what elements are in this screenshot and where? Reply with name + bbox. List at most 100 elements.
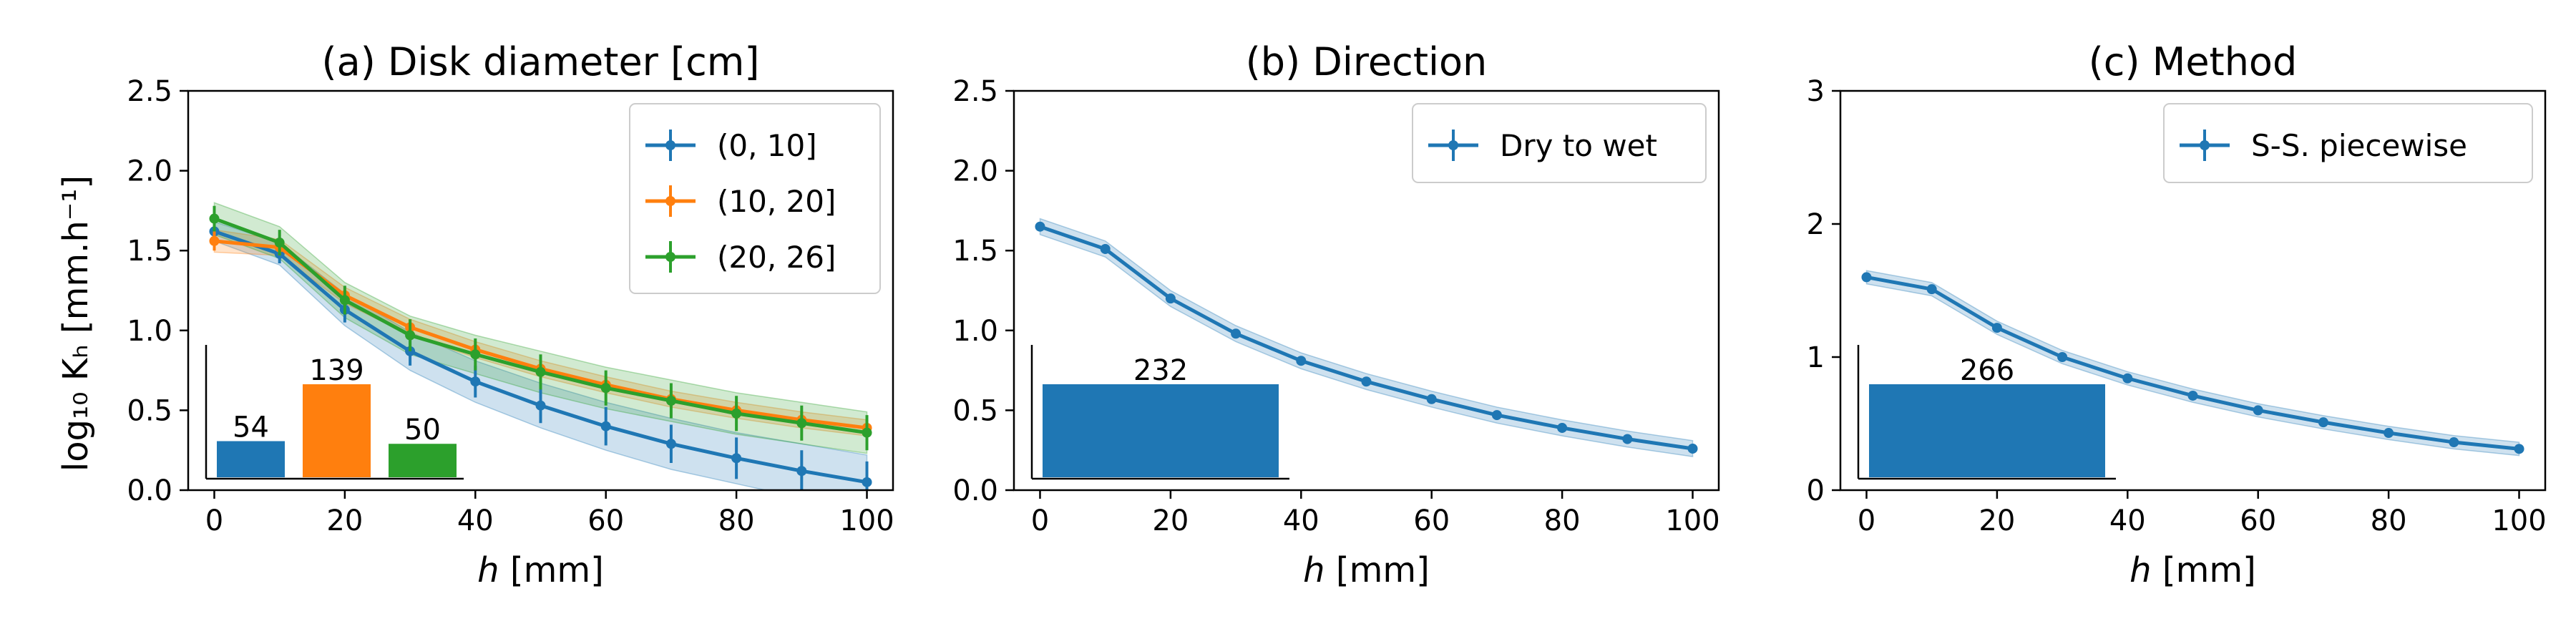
legend-label: (20, 26] (717, 240, 836, 275)
chart-title: (b) Direction (1246, 39, 1488, 84)
data-point (405, 330, 416, 341)
legend-box (1412, 103, 1707, 183)
plot-area (1861, 270, 2524, 457)
y-tick-label: 1 (1807, 341, 1825, 374)
x-axis-label: h [mm] (2129, 550, 2256, 590)
x-tick-label: 40 (1283, 504, 1319, 537)
x-tick-label: 80 (2371, 504, 2407, 537)
data-point (1687, 443, 1698, 454)
y-tick-label: 0 (1807, 474, 1825, 507)
data-point (2449, 437, 2459, 448)
legend: Dry to wet (1412, 103, 1707, 183)
y-tick-label: 2.5 (127, 75, 172, 108)
y-tick-label: 2.5 (952, 75, 998, 108)
legend-label: Dry to wet (1500, 128, 1657, 163)
data-point (665, 439, 676, 449)
legend-marker (665, 252, 675, 262)
inset-bar-label: 54 (233, 411, 269, 444)
plot-area (209, 202, 872, 490)
chart-title: (c) Method (2089, 39, 2298, 84)
legend-marker (2200, 140, 2210, 150)
data-point (731, 408, 742, 419)
x-axis-label: h [mm] (1303, 550, 1430, 590)
data-point (862, 427, 872, 438)
data-point (339, 295, 350, 306)
x-tick-label: 100 (839, 504, 894, 537)
legend-label: (10, 20] (717, 184, 836, 219)
data-point (1557, 422, 1568, 433)
data-point (209, 235, 220, 246)
confidence-band (1039, 218, 1694, 457)
x-tick-label: 80 (718, 504, 755, 537)
inset-bar-chart: 266 (1857, 345, 2116, 480)
data-point (470, 376, 481, 387)
data-point (1165, 293, 1176, 304)
y-tick-label: 2 (1807, 208, 1825, 241)
data-point (209, 213, 220, 224)
inset-bar (1869, 384, 2105, 477)
data-point (2318, 417, 2328, 428)
data-point (665, 396, 676, 406)
y-tick-label: 1.0 (952, 315, 998, 348)
y-tick-label: 0.0 (952, 474, 998, 507)
data-point (1231, 328, 1241, 339)
legend-marker (665, 196, 675, 206)
y-tick-label: 1.5 (952, 235, 998, 268)
inset-bar (1043, 384, 1279, 477)
x-tick-label: 0 (205, 504, 223, 537)
x-axis-label: h [mm] (477, 550, 604, 590)
data-point (1361, 376, 1372, 387)
data-point (2384, 428, 2394, 439)
x-tick-label: 80 (1544, 504, 1581, 537)
x-tick-label: 20 (1979, 504, 2015, 537)
legend-label: S-S. piecewise (2251, 128, 2467, 163)
shared-ylabel: log₁₀ Kₕ [mm.h⁻¹] (56, 175, 96, 472)
inset-bar-label: 232 (1133, 354, 1188, 387)
data-point (470, 349, 481, 360)
data-point (1296, 356, 1307, 366)
data-point (1491, 410, 1502, 421)
x-tick-label: 100 (2492, 504, 2546, 537)
y-tick-label: 2.0 (952, 155, 998, 188)
data-point (535, 400, 546, 411)
data-point (1926, 284, 1937, 295)
legend-box (2163, 103, 2533, 183)
x-tick-label: 100 (1665, 504, 1719, 537)
axes-frame (1839, 89, 2547, 492)
legend-label: (0, 10] (717, 128, 817, 163)
y-tick-label: 1.0 (127, 315, 172, 348)
chart-title: (a) Disk diameter [cm] (322, 39, 760, 84)
inset-bar-label: 266 (1960, 354, 2014, 387)
data-point (862, 477, 872, 487)
axes-frame (1013, 89, 1720, 492)
inset-bar-label: 50 (404, 414, 441, 447)
x-tick-label: 40 (2109, 504, 2146, 537)
x-tick-label: 20 (1152, 504, 1189, 537)
data-point (600, 421, 611, 431)
inset-bar (389, 444, 457, 477)
panel-a-disk-diameter: (a) Disk diameter [cm] h [mm] 0 20 40 60 80 100… (127, 39, 894, 590)
y-tick-label: 2.0 (127, 155, 172, 188)
legend-marker (1448, 140, 1458, 150)
legend-marker (665, 140, 675, 150)
x-tick-label: 60 (587, 504, 624, 537)
data-point (731, 453, 742, 464)
legend-box (629, 103, 881, 294)
data-point (2253, 405, 2263, 416)
data-point (1622, 434, 1633, 444)
data-point (1100, 243, 1111, 254)
x-tick-label: 20 (326, 504, 363, 537)
inset-bar (303, 384, 371, 477)
confidence-band (213, 202, 868, 454)
data-point (2514, 444, 2524, 454)
data-point (2122, 373, 2133, 384)
inset-bar-chart: 54 139 50 (205, 345, 464, 480)
x-tick-label: 60 (2240, 504, 2276, 537)
data-point (2187, 390, 2198, 401)
data-point (1991, 323, 2002, 333)
y-tick-label: 0.5 (127, 394, 172, 427)
x-tick-label: 40 (457, 504, 494, 537)
y-tick-label: 1.5 (127, 235, 172, 268)
panel-c-method: (c) Method h [mm] 0 20 40 60 80 100 0 1 2 3 266 S-S. … (1807, 39, 2547, 590)
